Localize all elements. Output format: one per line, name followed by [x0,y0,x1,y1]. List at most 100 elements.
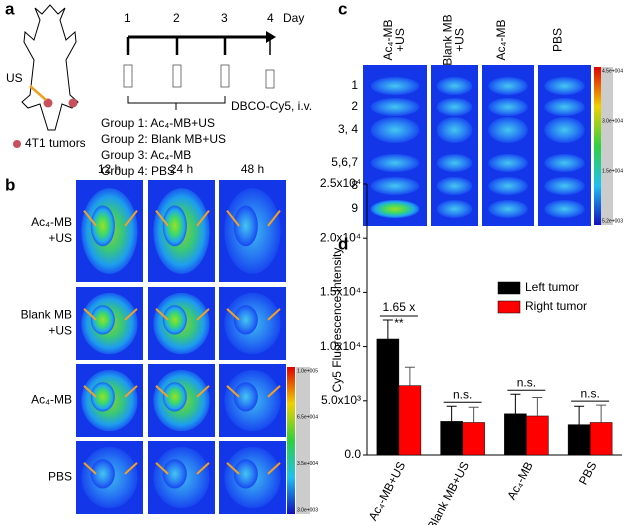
panel-label: a [5,0,15,18]
row-label: +US [48,324,72,338]
bar [462,422,485,456]
significance: n.s. [580,386,599,400]
day: 1 [124,11,131,25]
organ [436,154,473,172]
arrow [29,85,47,101]
legend-swatch [497,281,521,295]
error-bar [510,393,521,414]
organ [488,77,528,95]
organ [488,154,528,172]
colorbar-label: 1.5e+004 [602,168,623,174]
organ [436,177,473,195]
organ [544,77,585,95]
fold-change: 1.65 x [383,300,416,314]
syringes [123,64,275,89]
signal [90,459,115,489]
signal [233,205,258,247]
colorbar-label: 3.0e+003 [297,507,318,513]
arrow [83,462,97,475]
label: US [6,71,23,85]
mouse-outline [21,4,79,131]
organ [436,200,473,218]
row-label: 5,6,7 [331,155,358,169]
y-tick-label: 1.5x10⁴ [320,285,361,299]
row-label: Ac₄-MB [31,393,72,407]
arrow [226,209,240,227]
organ [488,177,528,195]
organ [370,98,420,116]
significance: n.s. [517,375,536,389]
colorbar [594,67,601,225]
column-label: Blank MB [441,14,455,65]
bar [376,338,400,456]
signal [90,205,115,247]
y-tick-label: 2.0x10⁴ [320,230,361,244]
colorbar-label: 3.0e+004 [602,118,623,124]
arrow [196,385,210,398]
row-label: 9 [351,201,358,215]
column-label: Ac₄-MB [381,20,395,61]
colorbar-label: 3.5e+004 [297,461,318,467]
error-bar [404,366,415,386]
organ [488,117,528,143]
legend-label: Right tumor [525,299,587,313]
day-unit: Day [283,11,304,25]
bar [440,421,463,456]
legend-swatch [497,300,521,314]
row-label: PBS [48,470,72,484]
signal [162,382,187,412]
error-bar [446,405,457,422]
signal [233,382,258,412]
arrow [124,385,138,398]
column-label: 12 h [98,162,121,176]
organ [370,117,420,143]
arrow [83,308,97,321]
arrow [196,209,210,227]
arrow-head [266,31,276,43]
injection: DBCO-Cy5, i.v. [231,99,312,113]
y-tick-label: 0.0 [344,447,361,461]
error-bar [532,397,543,416]
organ [544,98,585,116]
error-bar [596,404,607,423]
bracket [127,96,226,110]
colorbar-bg [296,367,310,514]
error-bar [468,406,479,423]
day: 4 [267,11,274,25]
signal [233,305,258,335]
signal [90,305,115,335]
colorbar-bg [601,67,613,225]
row-label: 8 [351,178,358,192]
colorbar-label: 1.0e+005 [297,368,318,374]
arrow [83,385,97,398]
organ [370,177,420,195]
colorbar [287,367,295,514]
organ [488,200,528,218]
day: 2 [173,11,180,25]
arrow [155,209,169,227]
bar [504,413,527,456]
timeline-ticks [126,37,227,55]
organ [544,177,585,195]
x-tick-label: Blank MB+US [424,459,472,525]
y-tick-label: 5.0x10³ [321,393,361,407]
organ [436,98,473,116]
arrow [196,308,210,321]
arrow [155,462,169,475]
arrow [83,209,97,227]
arrow [267,209,281,227]
row-label: 2 [351,99,358,113]
organ [436,117,473,143]
arrow [226,385,240,398]
x-tick-label: Ac₄-MB+US [366,459,409,523]
organ [544,200,585,218]
colorbar-label: 4.5e+004 [602,68,623,74]
group: Group 2: Blank MB+US [101,132,226,146]
signal [162,459,187,489]
significance: n.s. [453,387,472,401]
arrow [196,462,210,475]
column-label: 48 h [241,162,264,176]
panel-label: b [5,175,15,194]
y-tick-label: 1.0x10⁴ [320,339,361,353]
